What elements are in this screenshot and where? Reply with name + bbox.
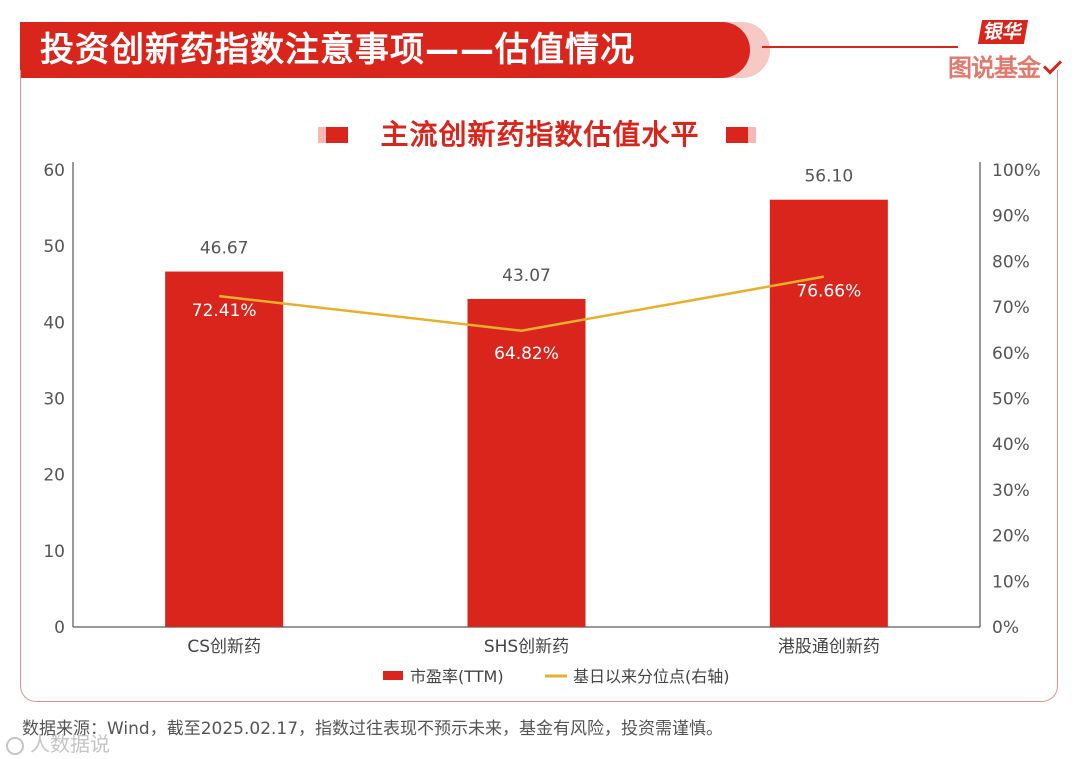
legend-bar-label: 市盈率(TTM) — [410, 667, 504, 686]
y-right-tick-label: 50% — [992, 390, 1030, 410]
y-left-tick-label: 0 — [54, 618, 65, 638]
watermark: 人数据说 — [6, 728, 110, 757]
bar-data-label: 56.10 — [804, 167, 853, 187]
y-right-tick-label: 20% — [992, 527, 1030, 547]
logo-bottom-text: 图说基金 — [948, 54, 1041, 82]
x-tick-label: SHS创新药 — [484, 637, 569, 657]
y-left-tick-label: 40 — [43, 313, 65, 333]
percentile-line — [219, 275, 825, 333]
title-deco-right-light — [748, 127, 756, 143]
y-right-tick-label: 80% — [992, 252, 1030, 272]
y-left-tick-label: 60 — [43, 161, 65, 181]
header-rule — [762, 46, 958, 48]
y-right-tick-label: 90% — [992, 207, 1030, 227]
legend-bar-swatch — [383, 671, 403, 680]
x-tick-label: 港股通创新药 — [778, 637, 880, 657]
chart-title: 主流创新药指数估值水平 — [380, 118, 700, 151]
y-left-tick-label: 20 — [43, 466, 65, 486]
y-right-tick-label: 60% — [992, 344, 1030, 364]
y-right-tick-label: 70% — [992, 298, 1030, 318]
line-data-label: 76.66% — [796, 282, 861, 302]
line-data-label: 72.41% — [192, 301, 257, 321]
y-right-tick-label: 10% — [992, 572, 1030, 592]
brand-logo: 银华 图说基金 — [946, 20, 1063, 84]
y-right-tick-label: 30% — [992, 481, 1030, 501]
data-source-note: 数据来源：Wind，截至2025.02.17，指数过往表现不预示未来，基金有风险… — [22, 719, 724, 739]
y-right-tick-label: 40% — [992, 435, 1030, 455]
x-tick-label: CS创新药 — [187, 637, 261, 657]
bar — [467, 298, 586, 627]
bar-data-label: 46.67 — [200, 239, 249, 259]
watermark-icon — [6, 736, 24, 755]
y-left-tick-label: 30 — [43, 390, 65, 410]
chart-card — [20, 70, 1058, 702]
bar — [165, 271, 284, 627]
watermark-text: 人数据说 — [30, 732, 110, 756]
header-banner — [20, 22, 750, 78]
y-right-tick-label: 0% — [992, 618, 1019, 638]
y-left-tick-label: 10 — [43, 542, 65, 562]
title-deco-left-light — [318, 127, 326, 143]
y-right-tick-label: 100% — [992, 161, 1041, 181]
legend-line-label: 基日以来分位点(右轴) — [573, 667, 730, 686]
bar-data-label: 43.07 — [502, 266, 551, 286]
page-title: 投资创新药指数注意事项——估值情况 — [40, 30, 635, 70]
y-left-tick-label: 50 — [43, 237, 65, 257]
line-data-label: 64.82% — [494, 344, 559, 364]
bar — [769, 199, 888, 627]
